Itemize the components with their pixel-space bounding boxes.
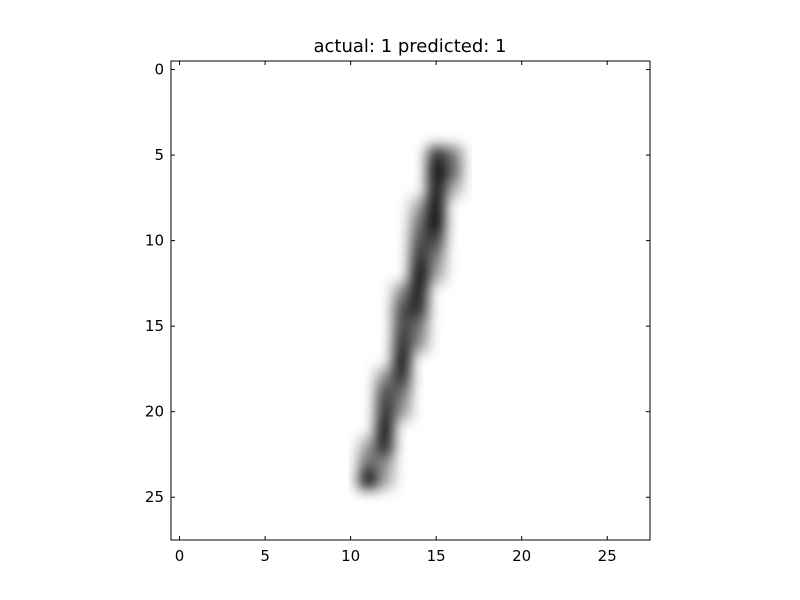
pixel-cell [376,437,394,455]
x-tick-label: 20 [512,547,531,565]
pixel-cell [410,249,428,267]
pixel-cell [410,334,428,352]
pixel-cell [410,300,428,318]
y-tick-label: 0 [154,61,164,79]
pixel-cell [427,249,445,267]
pixel-cell [427,180,445,198]
pixel-cell [393,317,411,335]
pixel-cell [410,266,428,284]
pixel-cell [376,471,394,489]
pixel-cell [393,386,411,404]
pixel-cell [376,454,394,472]
x-tick-label: 0 [175,547,185,565]
pixel-cell [376,368,394,387]
axis-ticks: 0 5 10 15 20 25 0 5 10 15 20 25 [145,61,650,565]
pixel-cell [427,146,445,164]
pixel-cell [427,232,445,250]
y-tick-label: 5 [154,146,164,164]
plot-frame [170,60,651,541]
x-tick-label: 25 [598,547,617,565]
y-tick-label: 15 [145,317,164,335]
pixel-cell [410,214,428,233]
x-tick-label: 15 [427,547,446,565]
pixel-cell [376,386,394,404]
pixel-cell [359,437,377,455]
pixel-cell [444,146,462,164]
pixel-cell [427,214,445,233]
pixel-cell [410,197,428,215]
pixel-cell [427,266,445,284]
x-tick-label: 5 [260,547,270,565]
digit-pixels [359,146,462,489]
pixel-cell [444,180,462,198]
pixel-cell [376,403,394,421]
y-tick-label: 10 [145,232,164,250]
pixel-cell [427,197,445,215]
pixel-cell [393,300,411,318]
y-tick-label: 25 [145,488,164,506]
pixel-cell [410,283,428,301]
pixel-cell [376,420,394,438]
pixel-cell [410,317,428,335]
chart-title: actual: 1 predicted: 1 [313,36,506,57]
pixel-cell [393,368,411,387]
pixel-cell [393,334,411,352]
pixel-cell [410,232,428,250]
pixel-cell [359,454,377,472]
pixel-cell [393,403,411,421]
digit-image [359,146,462,489]
y-tick-label: 20 [145,403,164,421]
pixel-cell [444,163,462,181]
pixel-cell [393,283,411,301]
x-tick-label: 10 [341,547,360,565]
pixel-cell [427,163,445,181]
pixel-cell [393,351,411,369]
pixel-cell [359,471,377,489]
